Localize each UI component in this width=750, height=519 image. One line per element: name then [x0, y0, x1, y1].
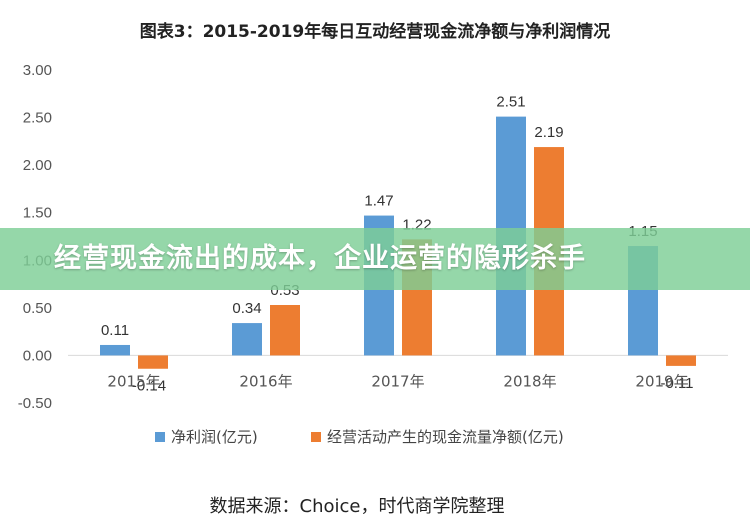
y-tick-label: 1.50	[23, 205, 52, 222]
data-label-series1-2: 1.47	[364, 193, 393, 210]
overlay-banner	[0, 228, 750, 290]
banner-headline: 经营现金流出的成本，企业运营的隐形杀手	[54, 243, 586, 274]
x-tick-label: 2018年	[503, 372, 556, 390]
x-tick-label: 2015年	[107, 372, 160, 390]
legend-swatch-2	[311, 432, 321, 442]
bar-series1-0	[100, 344, 130, 356]
data-label-series2-3: 2.19	[534, 124, 563, 141]
bar-series2-0	[138, 355, 168, 369]
data-label-series1-3: 2.51	[496, 94, 525, 111]
y-tick-label: 3.00	[23, 62, 52, 79]
bar-series2-4	[666, 355, 696, 366]
y-tick-label: 2.50	[23, 110, 52, 127]
source-note: 数据来源：Choice，时代商学院整理	[210, 496, 505, 517]
data-label-series1-1: 0.34	[232, 300, 261, 317]
x-tick-label: 2016年	[239, 372, 292, 390]
bar-series2-1	[270, 305, 300, 356]
x-tick-label: 2017年	[371, 372, 424, 390]
x-axis: 2015年 2016年 2017年 2018年 2019年	[107, 372, 688, 390]
data-label-series2-4: -0.11	[660, 375, 693, 392]
chart-title: 图表3：2015-2019年每日互动经营现金流净额与净利润情况	[140, 21, 611, 42]
legend: 净利润(亿元) 经营活动产生的现金流量净额(亿元)	[155, 428, 564, 446]
legend-label-1: 净利润(亿元)	[171, 428, 258, 446]
legend-label-2: 经营活动产生的现金流量净额(亿元)	[327, 428, 564, 446]
y-tick-label: -0.50	[18, 395, 52, 412]
y-tick-label: 2.00	[23, 157, 52, 174]
y-tick-label: 0.50	[23, 300, 52, 317]
data-label-series1-0: 0.11	[101, 322, 129, 339]
data-label-series2-0: -0.14	[132, 378, 166, 395]
bar-series1-1	[232, 323, 262, 356]
legend-swatch-1	[155, 432, 165, 442]
x-tick-label: 2019年	[635, 372, 688, 390]
y-axis: 3.002.502.001.501.000.500.00-0.50	[18, 62, 52, 412]
y-tick-label: 0.00	[23, 347, 52, 364]
